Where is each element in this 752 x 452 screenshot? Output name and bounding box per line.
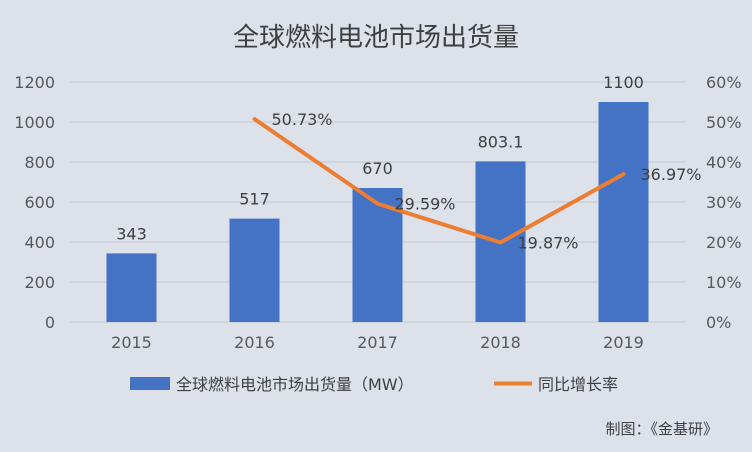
bar-series [106, 102, 649, 322]
chart-title: 全球燃料电池市场出货量 [233, 23, 519, 53]
right-axis-tick-label: 40% [706, 153, 742, 172]
left-axis-tick-label: 600 [24, 193, 55, 212]
right-axis-tick-label: 50% [706, 113, 742, 132]
line-data-labels: 50.73% 29.59% 19.87% 36.97% [272, 110, 702, 252]
x-axis-ticks: 2015 2016 2017 2018 2019 [111, 333, 644, 352]
legend: 全球燃料电池市场出货量（MW） 同比增长率 [130, 375, 618, 394]
bar [229, 218, 280, 322]
legend-bar-swatch [130, 377, 170, 390]
left-axis-tick-label: 400 [24, 233, 55, 252]
left-axis-ticks: 0 200 400 600 800 1000 1200 [14, 73, 55, 332]
bar [106, 253, 157, 322]
right-axis-tick-label: 60% [706, 73, 742, 92]
line-series [252, 117, 626, 245]
legend-line-label: 同比增长率 [538, 375, 618, 394]
x-axis-tick-label: 2016 [234, 333, 275, 352]
left-axis-tick-label: 1000 [14, 113, 55, 132]
right-axis-tick-label: 20% [706, 233, 742, 252]
x-axis-tick-label: 2017 [357, 333, 398, 352]
line-data-label: 19.87% [518, 234, 579, 253]
left-axis-tick-label: 200 [24, 273, 55, 292]
right-axis-ticks: 0% 10% 20% 30% 40% 50% 60% [706, 73, 742, 332]
right-axis-tick-label: 30% [706, 193, 742, 212]
bar-data-label: 343 [116, 224, 147, 243]
line-data-label: 50.73% [272, 110, 333, 129]
right-axis-tick-label: 0% [706, 313, 731, 332]
bar-data-label: 1100 [603, 73, 644, 92]
left-axis-tick-label: 0 [45, 313, 55, 332]
legend-bar-label: 全球燃料电池市场出货量（MW） [176, 375, 414, 394]
bar-data-label: 803.1 [478, 132, 524, 151]
bar-data-label: 670 [362, 159, 393, 178]
left-axis-tick-label: 800 [24, 153, 55, 172]
right-axis-tick-label: 10% [706, 273, 742, 292]
x-axis-tick-label: 2018 [480, 333, 521, 352]
left-axis-tick-label: 1200 [14, 73, 55, 92]
line-path [252, 117, 626, 245]
x-axis-tick-label: 2015 [111, 333, 152, 352]
bar-data-label: 517 [239, 190, 270, 209]
bar [598, 102, 649, 322]
line-data-label: 29.59% [395, 195, 456, 214]
source-note: 制图：《金基研》 [605, 420, 718, 438]
x-axis-tick-label: 2019 [603, 333, 644, 352]
bar-data-labels: 343 517 670 803.1 1100 [116, 73, 644, 243]
line-data-label: 36.97% [641, 165, 702, 184]
